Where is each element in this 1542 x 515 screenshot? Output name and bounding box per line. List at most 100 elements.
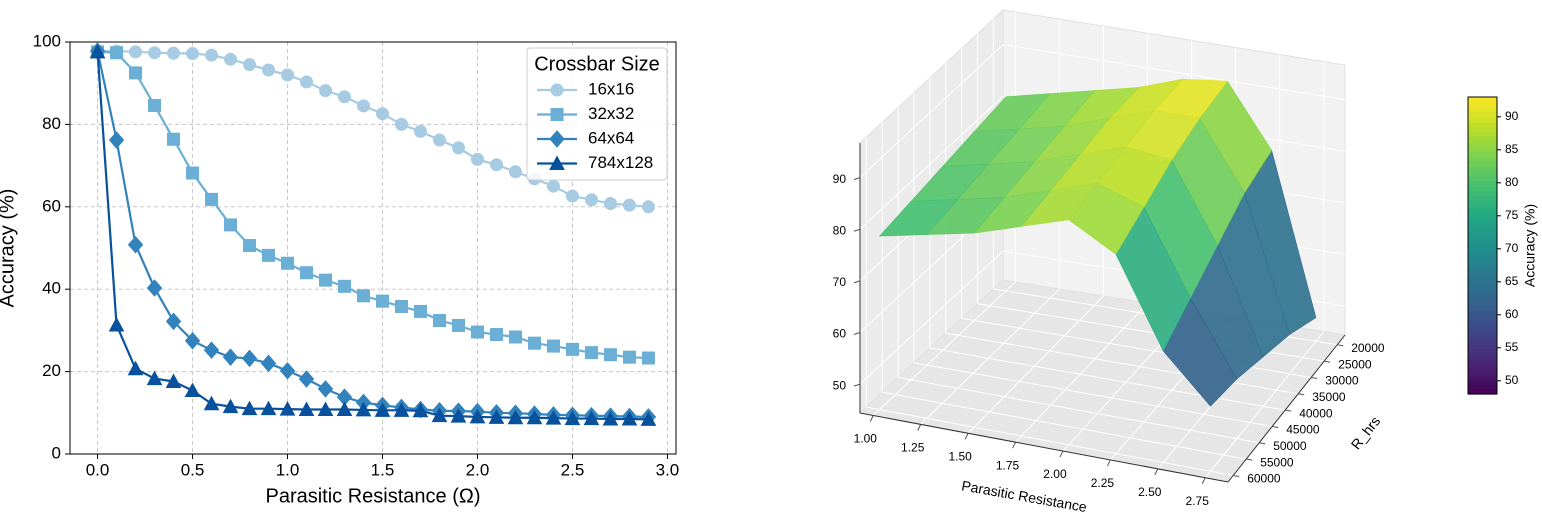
x-tick-label: 1.00	[854, 432, 878, 446]
colorbar-step	[1468, 319, 1497, 326]
marker	[451, 318, 465, 332]
marker	[110, 46, 124, 60]
x-tick-label: 0.0	[86, 460, 110, 479]
colorbar-step	[1468, 225, 1497, 232]
marker	[165, 312, 182, 331]
colorbar-step	[1468, 196, 1497, 202]
colorbar-step	[1468, 111, 1497, 118]
colorbar-step	[1468, 210, 1497, 217]
y-tick-label: 55000	[1260, 455, 1294, 469]
marker	[224, 52, 238, 66]
marker	[508, 330, 522, 344]
x-tick-label: 1.0	[276, 460, 300, 479]
z-tick	[853, 383, 861, 387]
marker	[336, 401, 353, 417]
colorbar-step	[1468, 290, 1497, 296]
colorbar-step	[1468, 200, 1497, 207]
marker	[262, 63, 276, 77]
marker	[165, 373, 182, 388]
x-tick	[964, 433, 969, 440]
y-tick	[1311, 376, 1318, 379]
colorbar-step	[1468, 280, 1497, 286]
marker	[146, 279, 163, 297]
y-tick-label: 60	[42, 196, 61, 215]
y-tick-label: 60000	[1247, 472, 1281, 486]
axis-line	[859, 412, 1229, 483]
legend-label: 16x16	[588, 79, 634, 98]
x-tick	[1201, 477, 1206, 484]
colorbar-step	[1468, 369, 1497, 375]
marker	[319, 84, 333, 98]
colorbar-tick-label: 80	[1505, 175, 1519, 189]
colorbar-step	[1468, 285, 1497, 291]
y-tick	[1324, 360, 1331, 363]
colorbar-step	[1468, 136, 1497, 143]
colorbar-step	[1468, 97, 1497, 103]
marker	[167, 46, 181, 60]
grid-line	[929, 347, 1286, 411]
marker	[549, 155, 565, 170]
y-tick-label: 50000	[1273, 439, 1307, 453]
marker	[450, 408, 467, 423]
grid-line	[1015, 302, 1148, 443]
marker	[507, 409, 524, 425]
marker	[602, 410, 619, 426]
colorbar-step	[1468, 151, 1497, 157]
x-axis-label: Parasitic Resistance	[960, 477, 1088, 515]
colorbar-step	[1468, 141, 1497, 148]
grid-line	[898, 377, 1260, 444]
colorbar-step	[1468, 215, 1497, 222]
marker	[243, 239, 257, 253]
marker	[241, 349, 258, 368]
marker	[224, 218, 238, 232]
colorbar-step	[1468, 384, 1497, 390]
z-tick-label: 70	[833, 275, 847, 289]
x-tick-label: 2.00	[1043, 467, 1067, 481]
x-tick-label: 2.0	[466, 460, 490, 479]
colorbar-step	[1468, 304, 1497, 311]
y-tick-label: 80	[42, 114, 61, 133]
x-tick-label: 2.75	[1186, 494, 1210, 508]
y-tick-label: 20000	[1351, 341, 1385, 355]
grid-line	[1002, 44, 1346, 101]
grid-line	[872, 281, 1016, 416]
marker	[148, 46, 162, 60]
marker	[127, 360, 144, 376]
marker	[146, 370, 163, 386]
y-tick	[1337, 344, 1344, 347]
marker	[298, 370, 315, 388]
marker	[469, 408, 486, 424]
colorbar-step	[1468, 270, 1497, 276]
colorbar-step	[1468, 101, 1497, 108]
marker	[393, 402, 410, 417]
marker	[203, 395, 220, 411]
marker	[412, 402, 429, 418]
colorbar-step	[1468, 186, 1497, 192]
marker	[621, 410, 638, 426]
colorbar-step	[1468, 339, 1497, 346]
marker	[550, 108, 564, 121]
colorbar-tick-label: 55	[1505, 340, 1519, 354]
marker	[470, 325, 484, 339]
colorbar-step	[1468, 265, 1497, 271]
x-tick-label: 1.5	[371, 460, 395, 479]
colorbar-step	[1468, 116, 1497, 123]
marker	[205, 192, 219, 206]
marker	[205, 48, 219, 62]
marker	[527, 336, 541, 350]
marker	[319, 273, 333, 287]
y-tick	[1233, 474, 1240, 477]
colorbar-step	[1468, 205, 1497, 212]
marker	[488, 409, 505, 424]
y-tick	[1246, 458, 1253, 461]
colorbar-step	[1468, 106, 1497, 113]
marker	[317, 401, 334, 417]
marker	[281, 68, 295, 82]
y-tick	[1272, 425, 1279, 428]
colorbar-step	[1468, 379, 1497, 385]
marker	[470, 152, 484, 166]
marker	[222, 398, 239, 414]
colorbar-step	[1468, 314, 1497, 321]
y-tick-label: 25000	[1338, 357, 1372, 371]
grid-line	[882, 391, 1247, 460]
